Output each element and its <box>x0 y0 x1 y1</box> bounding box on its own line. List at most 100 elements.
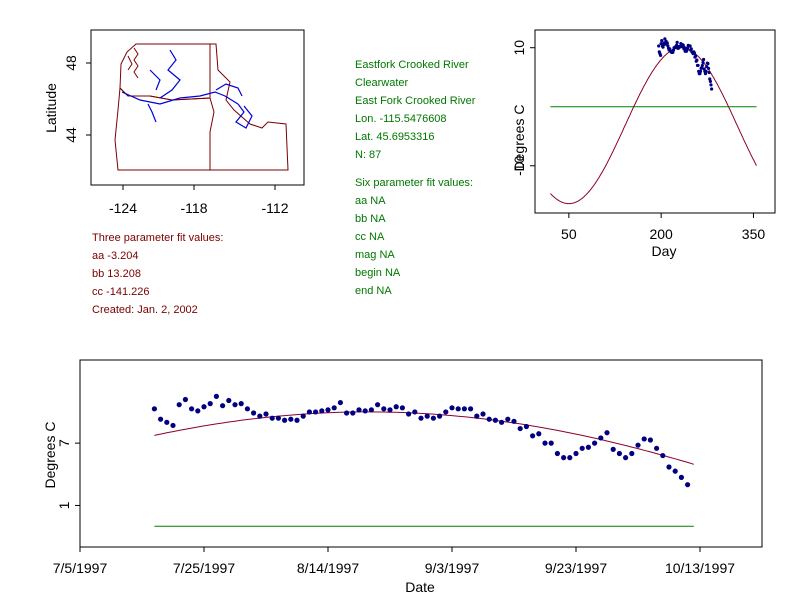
data-point <box>629 450 635 457</box>
data-point <box>344 410 350 416</box>
yakima-river <box>149 69 161 91</box>
site-n: N: 87 <box>355 149 382 161</box>
site-basin: Clearwater <box>355 77 409 89</box>
data-point <box>704 69 708 73</box>
data-point <box>201 404 207 410</box>
data-point <box>449 405 455 411</box>
data-point <box>158 416 164 422</box>
data-point <box>207 401 213 407</box>
data-point <box>685 482 691 488</box>
data-point <box>257 413 263 419</box>
data-point <box>681 43 685 47</box>
data-point <box>486 416 492 422</box>
data-point <box>381 406 387 412</box>
data-point <box>654 445 660 451</box>
data-point <box>492 417 498 423</box>
seasonal-plot-frame <box>534 29 776 214</box>
map-xtick-label: -124 <box>109 200 137 216</box>
data-point <box>356 407 362 413</box>
data-point <box>598 435 604 441</box>
data-point <box>176 402 182 408</box>
data-point <box>437 413 443 419</box>
data-point <box>362 408 368 414</box>
data-point <box>275 415 281 421</box>
data-point <box>182 396 188 403</box>
map-xtick-label: -112 <box>262 200 289 216</box>
daily-fit-curve <box>154 411 694 465</box>
data-point <box>567 455 573 461</box>
data-point <box>232 402 238 408</box>
data-point <box>244 406 250 412</box>
data-point <box>213 393 219 399</box>
seasonal-xtick-label: 350 <box>742 226 766 242</box>
map-ytick-label: 44 <box>63 127 79 143</box>
data-point <box>511 418 517 424</box>
data-point <box>455 406 461 412</box>
seasonal-points <box>657 37 714 91</box>
data-point <box>523 423 530 430</box>
data-point <box>269 415 275 421</box>
site-lon: Lon. -115.5476608 <box>355 113 447 125</box>
seasonal-xlabel: Day <box>652 243 677 259</box>
daily-ylabel: Degrees C <box>42 422 58 489</box>
daily-xtick-label: 9/23/1997 <box>545 560 607 576</box>
data-point <box>610 446 616 452</box>
data-point <box>238 401 244 407</box>
data-point <box>536 431 542 437</box>
data-point <box>499 419 505 425</box>
data-point <box>170 422 176 429</box>
data-point <box>542 440 548 446</box>
puget-sound-shoreline <box>127 47 139 79</box>
data-point <box>573 450 579 457</box>
six-param-begin: begin NA <box>355 267 401 279</box>
data-point <box>688 44 692 48</box>
data-point <box>689 47 693 51</box>
map-panel: -124 -118 -112 48 44 Latitude <box>43 29 305 216</box>
data-point <box>350 410 356 416</box>
data-point <box>707 70 711 75</box>
data-point <box>331 405 337 411</box>
snake-river <box>235 103 253 129</box>
three-param-heading: Three parameter fit values: <box>92 232 224 244</box>
daily-plot-frame <box>79 359 763 548</box>
three-param-cc: cc -141.226 <box>92 286 150 298</box>
data-point <box>337 399 343 406</box>
data-point <box>674 43 679 47</box>
data-point <box>418 415 424 421</box>
willamette-river <box>147 103 157 123</box>
data-point <box>387 407 393 413</box>
six-param-end: end NA <box>355 285 392 297</box>
data-point <box>313 409 319 415</box>
six-param-block: Six parameter fit values: aa NA bb NA cc… <box>355 174 473 300</box>
data-point <box>696 63 700 68</box>
data-point <box>251 410 257 416</box>
state-boundaries <box>114 43 289 171</box>
data-point <box>647 437 654 443</box>
data-point <box>695 58 699 62</box>
data-point <box>517 425 523 432</box>
data-point <box>325 407 331 413</box>
daily-xtick-label: 7/25/1997 <box>173 560 235 576</box>
map-frame <box>90 29 305 186</box>
data-point <box>665 41 669 45</box>
site-name: Eastfork Crooked River <box>355 59 469 71</box>
daily-ytick-label: 1 <box>56 501 72 509</box>
daily-ytick-label: 7 <box>56 439 72 447</box>
data-point <box>220 403 226 409</box>
data-point <box>226 397 232 404</box>
data-point <box>530 433 536 439</box>
data-point <box>164 419 170 425</box>
data-point <box>666 464 672 470</box>
seasonal-xtick-label: 200 <box>649 226 673 242</box>
six-param-bb: bb NA <box>355 213 386 225</box>
data-point <box>623 455 629 461</box>
data-point <box>604 430 610 436</box>
data-point <box>461 406 467 412</box>
daily-xtick-label: 10/13/1997 <box>665 560 735 576</box>
daily-points <box>151 393 691 488</box>
data-point <box>682 46 687 50</box>
six-param-aa: aa NA <box>355 195 386 207</box>
data-point <box>672 468 678 474</box>
data-point <box>702 57 706 62</box>
